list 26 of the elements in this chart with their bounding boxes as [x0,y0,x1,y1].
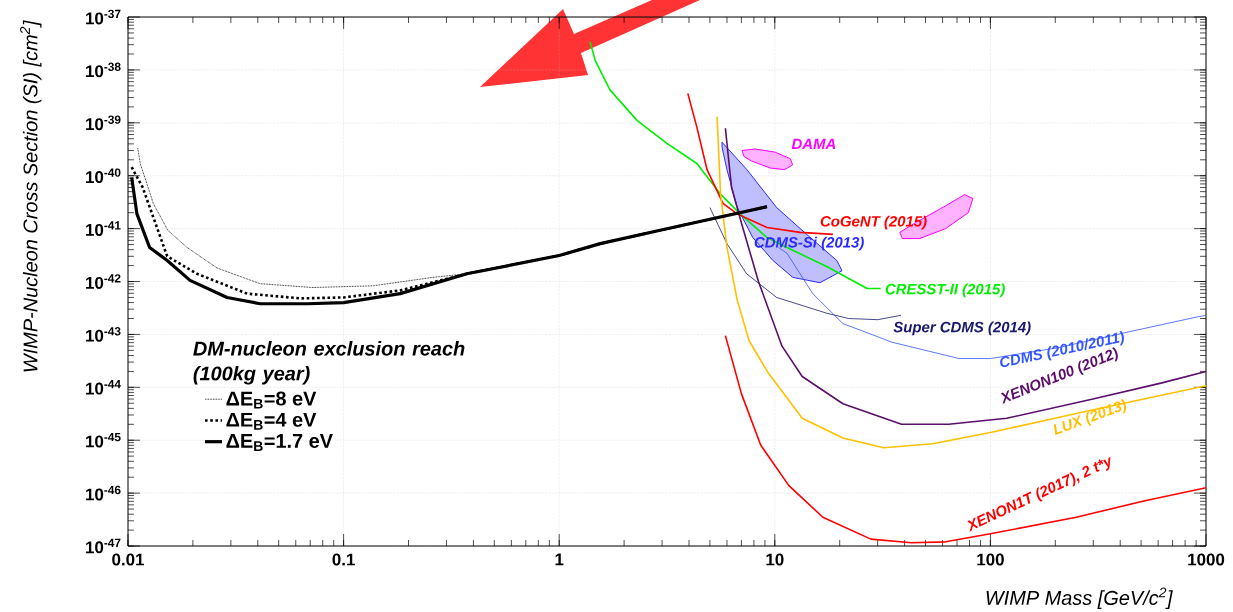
y-tick-label: 10$^{-42}$ [86,274,121,289]
x-tick-label: 0.1 [332,553,355,566]
x-tick-label: 10 [766,553,784,566]
x-axis-title: WIMP Mass [GeV/c$^{2}$] [986,587,1173,609]
y-tick-label: 10$^{-37}$ [86,9,121,25]
y-tick-label: 10$^{-40}$ [86,168,121,183]
y-tick-label: 10$^{-38}$ [86,62,121,78]
legend-label: ΔE$_{B}$=1.7 eV [226,434,333,451]
y-tick-label: 10$^{-44}$ [86,379,121,395]
x-tick-label: 1 [555,553,564,566]
y-tick-label: 10$^{-39}$ [86,115,121,131]
legend-title: DM-nucleon exclusion reach (100kg year) [193,340,465,385]
y-tick-label: 10$^{-41}$ [86,221,121,236]
legend-label: ΔE$_{B}$=4 eV [226,412,317,430]
x-tick-label: 1000 [1188,553,1225,566]
y-tick-label: 10$^{-45}$ [86,432,121,448]
series-label: Super CDMS (2014) [893,321,1031,336]
x-tick-label: 0.01 [112,553,145,566]
y-axis-title: WIMP-Nucleon Cross Section (SI) [cm$^{2}$] [20,20,42,372]
series-label: DAMA [791,138,836,149]
y-tick-label: 10$^{-47}$ [86,538,121,554]
legend-label: ΔE$_{B}$=8 eV [226,391,317,409]
y-tick-label: 10$^{-46}$ [86,485,121,501]
series-label: CRESST-II (2015) [885,283,1005,298]
y-tick-label: 10$^{-43}$ [86,326,121,342]
x-tick-label: 100 [977,553,1004,566]
